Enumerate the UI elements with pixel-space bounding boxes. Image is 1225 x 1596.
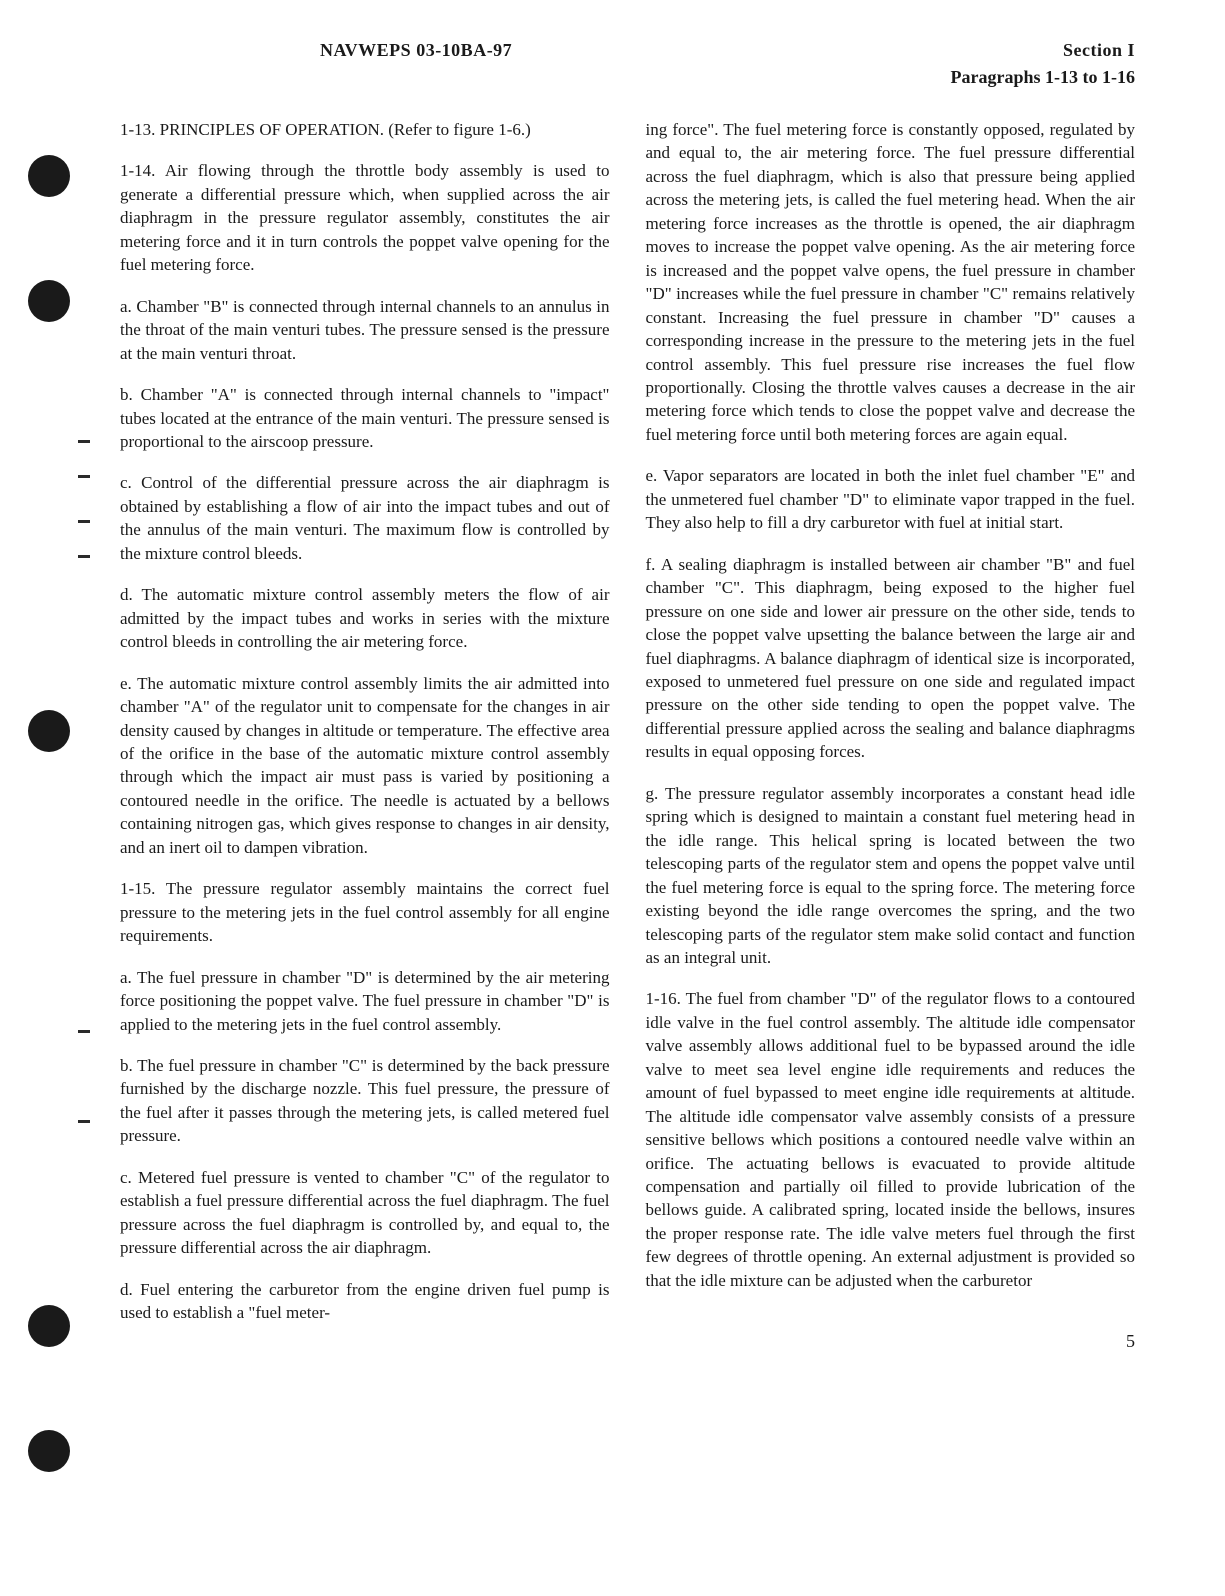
para-1-16: 1-16. The fuel from chamber "D" of the r… — [646, 987, 1136, 1292]
para-1-14-e: e. The automatic mixture control assembl… — [120, 672, 610, 860]
document-page: NAVWEPS 03-10BA-97 Section I Paragraphs … — [0, 0, 1225, 1382]
para-1-14-a: a. Chamber "B" is connected through inte… — [120, 295, 610, 365]
para-1-15-b: b. The fuel pressure in chamber "C" is d… — [120, 1054, 610, 1148]
text-columns: 1-13. PRINCIPLES OF OPERATION. (Refer to… — [120, 118, 1135, 1342]
para-1-14: 1-14. Air flowing through the throttle b… — [120, 159, 610, 276]
para-1-14-d: d. The automatic mixture control assembl… — [120, 583, 610, 653]
para-1-15: 1-15. The pressure regulator assembly ma… — [120, 877, 610, 947]
para-1-14-b: b. Chamber "A" is connected through inte… — [120, 383, 610, 453]
para-1-15-g: g. The pressure regulator assembly incor… — [646, 782, 1136, 970]
para-1-15-a: a. The fuel pressure in chamber "D" is d… — [120, 966, 610, 1036]
para-1-15-d: d. Fuel entering the carburetor from the… — [120, 1278, 610, 1325]
doc-number: NAVWEPS 03-10BA-97 — [320, 40, 512, 61]
page-number: 5 — [1126, 1331, 1135, 1352]
punch-hole — [28, 1430, 70, 1472]
paragraph-range: Paragraphs 1-13 to 1-16 — [120, 67, 1135, 88]
para-1-14-c: c. Control of the differential pressure … — [120, 471, 610, 565]
left-column: 1-13. PRINCIPLES OF OPERATION. (Refer to… — [120, 118, 610, 1342]
para-1-15-d-cont: ing force". The fuel metering force is c… — [646, 118, 1136, 446]
right-column: ing force". The fuel metering force is c… — [646, 118, 1136, 1342]
section-label: Section I — [1063, 40, 1135, 61]
para-1-15-e: e. Vapor separators are located in both … — [646, 464, 1136, 534]
page-header: NAVWEPS 03-10BA-97 Section I — [120, 40, 1135, 61]
para-1-15-f: f. A sealing diaphragm is installed betw… — [646, 553, 1136, 764]
para-1-13: 1-13. PRINCIPLES OF OPERATION. (Refer to… — [120, 118, 610, 141]
para-1-15-c: c. Metered fuel pressure is vented to ch… — [120, 1166, 610, 1260]
